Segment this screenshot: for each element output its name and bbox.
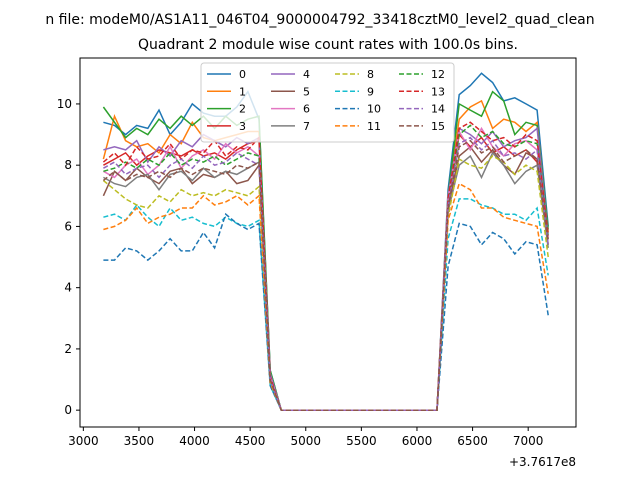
series-line-7 (103, 151, 549, 411)
legend-label-6: 6 (303, 103, 310, 116)
x-tick-label: 6500 (457, 434, 488, 448)
x-tick-label: 4500 (235, 434, 266, 448)
series-line-11 (103, 182, 549, 411)
legend-label-3: 3 (239, 120, 246, 133)
legend-label-8: 8 (367, 68, 374, 81)
y-tick-label: 4 (64, 281, 72, 295)
legend-label-5: 5 (303, 85, 310, 98)
series-line-15 (102, 139, 549, 411)
y-tick-label: 10 (57, 97, 72, 111)
y-tick-label: 0 (64, 403, 72, 417)
x-axis-offset-label: +3.7617e8 (509, 455, 576, 469)
series-line-13 (102, 121, 549, 411)
legend-label-9: 9 (367, 85, 374, 98)
series-line-8 (102, 155, 549, 411)
y-tick-label: 8 (64, 158, 72, 172)
y-tick-label: 6 (64, 219, 72, 233)
legend-box (200, 62, 455, 143)
legend-label-15: 15 (431, 120, 445, 133)
x-tick-label: 5500 (346, 434, 377, 448)
series-lines (102, 72, 549, 411)
legend-label-13: 13 (431, 85, 445, 98)
legend-label-14: 14 (431, 103, 445, 116)
x-tick-label: 7000 (513, 434, 544, 448)
series-line-10 (103, 212, 549, 411)
x-tick-label: 3000 (68, 434, 99, 448)
series-line-9 (103, 198, 549, 411)
legend-label-2: 2 (239, 103, 246, 116)
legend-label-7: 7 (303, 120, 310, 133)
legend-label-1: 1 (239, 85, 246, 98)
x-axis-ticks: 3000 3500 4000 4500 5000 5500 6000 6500 7000 (68, 427, 543, 448)
legend-label-4: 4 (303, 68, 310, 81)
legend-label-12: 12 (431, 68, 445, 81)
x-tick-label: 3500 (124, 434, 155, 448)
x-tick-label: 4000 (179, 434, 210, 448)
x-tick-label: 5000 (290, 434, 321, 448)
x-tick-label: 6000 (402, 434, 433, 448)
y-tick-label: 2 (64, 342, 72, 356)
legend-label-10: 10 (367, 103, 381, 116)
axes-frame (79, 57, 577, 428)
legend-label-0: 0 (239, 68, 246, 81)
figure-suptitle: n file: modeM0/AS1A11_046T04_9000004792_… (45, 12, 594, 28)
y-axis-ticks: 0 2 4 6 8 10 (57, 97, 80, 417)
legend-label-11: 11 (367, 120, 381, 133)
chart-title: Quadrant 2 module wise count rates with … (138, 37, 518, 53)
series-line-5 (102, 145, 549, 411)
